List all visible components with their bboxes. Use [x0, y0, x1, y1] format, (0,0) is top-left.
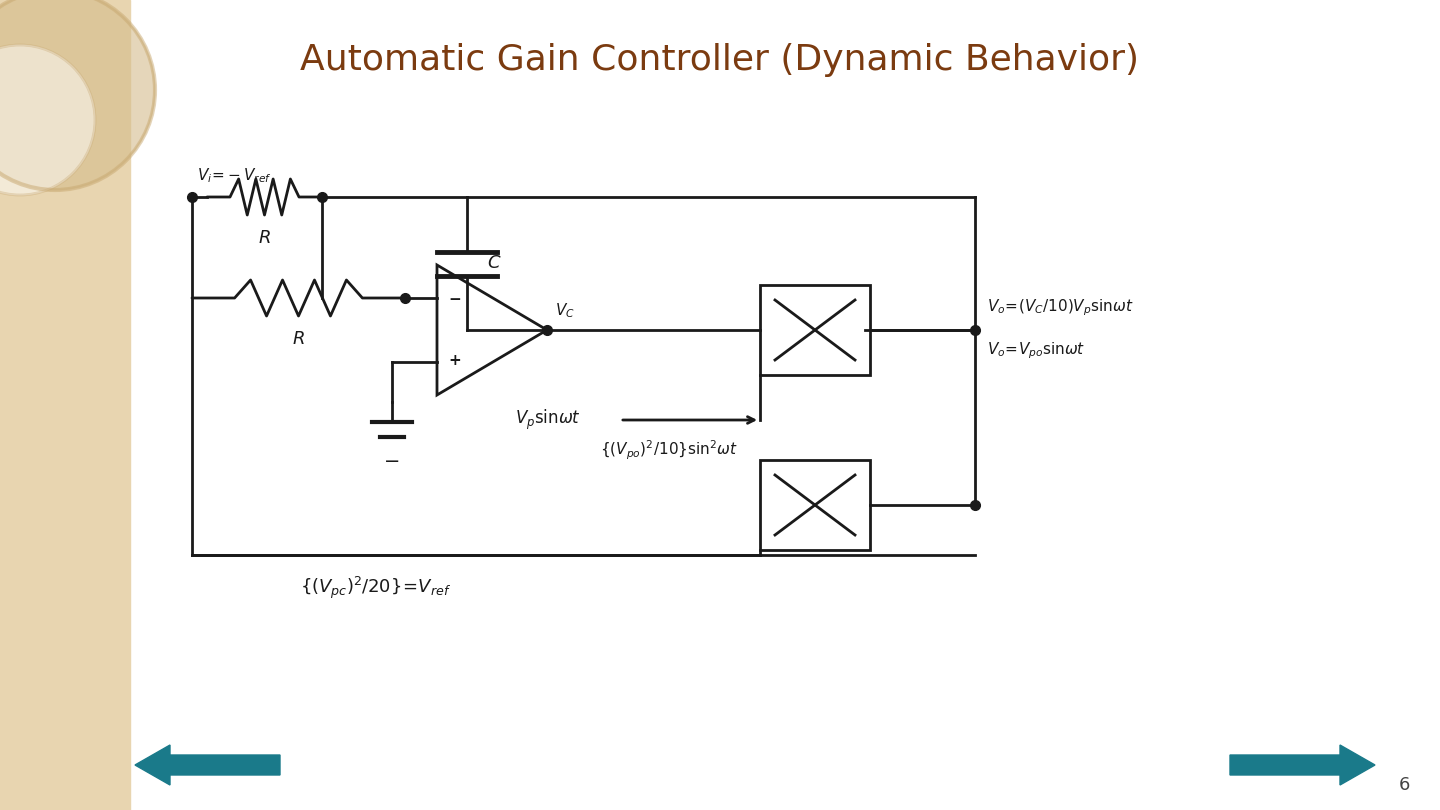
- Text: −: −: [384, 453, 400, 471]
- Text: $\{(V_{pc})^2/20\}\!=\!V_{ref}$: $\{(V_{pc})^2/20\}\!=\!V_{ref}$: [300, 575, 451, 601]
- Bar: [0, 0, 130, 810]
- Text: $V_o\!=\!(V_C/10)V_p\mathrm{sin}\omega t$: $V_o\!=\!(V_C/10)V_p\mathrm{sin}\omega t…: [986, 297, 1133, 318]
- Circle shape: [0, 0, 156, 190]
- Text: $R$: $R$: [258, 229, 271, 247]
- Text: $C$: $C$: [487, 254, 501, 272]
- Text: $V_i\!=\!-V_{ref}$: $V_i\!=\!-V_{ref}$: [197, 166, 272, 185]
- Text: $V_o\!=\!V_{po}\mathrm{sin}\omega t$: $V_o\!=\!V_{po}\mathrm{sin}\omega t$: [986, 340, 1086, 360]
- Text: 6: 6: [1398, 776, 1410, 794]
- Polygon shape: [135, 745, 279, 785]
- Text: $V_C$: $V_C$: [554, 301, 575, 320]
- Polygon shape: [1230, 745, 1375, 785]
- Text: Automatic Gain Controller (Dynamic Behavior): Automatic Gain Controller (Dynamic Behav…: [301, 43, 1139, 77]
- Text: $R$: $R$: [292, 330, 304, 348]
- Circle shape: [0, 45, 95, 195]
- Text: $V_p\mathrm{sin}\omega t$: $V_p\mathrm{sin}\omega t$: [516, 408, 580, 432]
- Text: −: −: [449, 292, 461, 307]
- Bar: [760, 460, 870, 550]
- Bar: [760, 285, 870, 375]
- Text: +: +: [449, 353, 461, 368]
- Text: $\{(V_{po})^2/10\}\mathrm{sin}^2\omega t$: $\{(V_{po})^2/10\}\mathrm{sin}^2\omega t…: [600, 438, 737, 462]
